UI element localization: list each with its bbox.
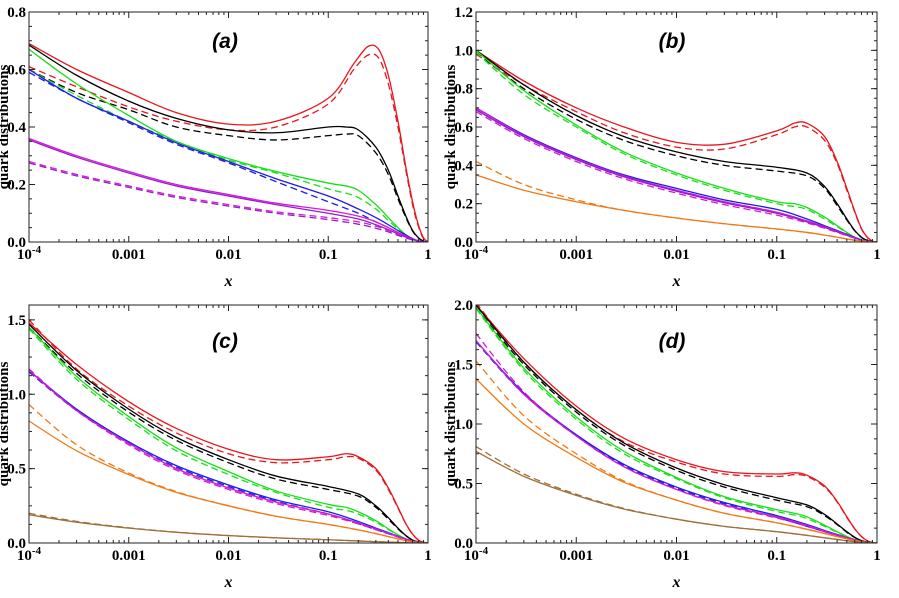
x-tick-label: 0.001 xyxy=(559,247,593,263)
x-tick-label: 1 xyxy=(424,548,432,564)
y-tick-label: 0.2 xyxy=(454,197,473,213)
y-axis-label: quark distributions xyxy=(443,362,459,487)
x-tick-label: 0.1 xyxy=(319,247,338,263)
x-tick-label: 0.01 xyxy=(663,247,689,263)
y-tick-label: 0.5 xyxy=(454,477,473,493)
series-blue-dashed xyxy=(29,71,428,242)
series-red-dashed xyxy=(29,53,428,242)
curves xyxy=(476,49,877,242)
series-green-solid xyxy=(476,49,877,242)
x-tick-label: 10-4 xyxy=(464,244,489,263)
y-axis-label: quark distributions xyxy=(0,65,12,190)
x-tick-label: 10-4 xyxy=(17,244,42,263)
series-green-dashed xyxy=(29,68,428,242)
x-tick-label: 0.1 xyxy=(767,548,786,564)
series-green-solid xyxy=(29,326,428,543)
y-tick-label: 0.6 xyxy=(7,63,26,79)
y-tick-label: 0.4 xyxy=(7,120,26,136)
y-tick-label: 0.0 xyxy=(454,235,473,251)
x-axis-label: x xyxy=(224,574,233,591)
y-tick-label: 0.8 xyxy=(454,82,473,98)
y-axis-label: quark distributions xyxy=(443,65,459,190)
series-magenta-dashed-1 xyxy=(29,160,428,242)
series-black-solid xyxy=(29,323,428,543)
y-tick-label: 1.5 xyxy=(454,358,473,374)
x-tick-label: 10-4 xyxy=(464,545,489,564)
series-green-dashed xyxy=(29,328,428,543)
series-magenta-solid-2 xyxy=(29,139,428,242)
series-red-dashed xyxy=(29,319,428,543)
x-axis-label: x xyxy=(672,273,681,290)
series-orange-solid xyxy=(476,174,877,242)
y-tick-label: 1.0 xyxy=(454,43,473,59)
y-tick-label: 0.5 xyxy=(7,462,26,478)
series-red-solid xyxy=(29,43,428,242)
panel-title: (b) xyxy=(659,30,686,53)
series-blue-dashed xyxy=(476,341,877,543)
curves xyxy=(29,43,428,242)
series-magenta-dashed-2 xyxy=(29,162,428,242)
x-tick-label: 0.1 xyxy=(319,548,338,564)
series-blue-solid xyxy=(29,68,428,242)
y-tick-label: 1.2 xyxy=(454,5,473,21)
x-tick-label: 0.1 xyxy=(767,247,786,263)
series-orange-dashed xyxy=(29,404,428,543)
series-red-solid xyxy=(29,322,428,543)
y-tick-label: 0.2 xyxy=(7,178,26,194)
x-tick-label: 1 xyxy=(873,247,881,263)
x-tick-label: 0.001 xyxy=(559,548,593,564)
y-tick-label: 0.0 xyxy=(7,235,26,251)
panel-d: 10-4 0.001 0.01 0.1 1 0.0 0.5 1.0 1.5 2.0 x quark d… xyxy=(443,298,881,591)
panel-title: (a) xyxy=(212,30,238,53)
x-tick-label: 1 xyxy=(424,247,432,263)
y-tick-label: 1.5 xyxy=(7,313,26,329)
x-axis-label: x xyxy=(672,574,681,591)
curves xyxy=(29,319,428,543)
series-black-dashed xyxy=(476,51,877,242)
series-black-dashed xyxy=(29,68,428,242)
panel-a: 10-4 0.001 0.01 0.1 1 0.0 0.2 0.4 0.6 0.8 x quark d… xyxy=(0,5,432,290)
y-tick-label: 0.0 xyxy=(454,536,473,552)
x-tick-label: 0.01 xyxy=(215,548,241,564)
x-tick-label: 0.001 xyxy=(112,548,146,564)
panel-c: 10-4 0.001 0.01 0.1 1 0.0 0.5 1.0 1.5 x quark dist… xyxy=(0,304,432,591)
y-tick-label: 0.6 xyxy=(454,120,473,136)
series-black-dashed xyxy=(29,326,428,543)
panel-title: (c) xyxy=(212,330,238,353)
y-tick-label: 1.0 xyxy=(454,417,473,433)
y-axis-label: quark distributions xyxy=(0,362,12,487)
y-tick-label: 2.0 xyxy=(454,298,473,314)
panel-title: (d) xyxy=(659,330,686,353)
x-tick-label: 0.001 xyxy=(112,247,146,263)
series-red-dashed xyxy=(476,53,877,242)
curves xyxy=(476,305,877,543)
x-axis-label: x xyxy=(224,273,233,290)
x-tick-label: 10-4 xyxy=(17,545,42,564)
y-tick-label: 0.8 xyxy=(7,5,26,21)
panel-b: 10-4 0.001 0.01 0.1 1 0.0 0.2 0.4 0.6 0.8 1.0 1.2 x q… xyxy=(443,5,881,290)
y-tick-label: 0.0 xyxy=(7,536,26,552)
x-tick-label: 0.01 xyxy=(215,247,241,263)
x-tick-label: 1 xyxy=(873,548,881,564)
x-tick-label: 0.01 xyxy=(663,548,689,564)
y-tick-label: 1.0 xyxy=(7,387,26,403)
series-brown-dashed xyxy=(476,446,877,543)
y-tick-label: 0.4 xyxy=(454,158,473,174)
series-orange-dashed xyxy=(476,360,877,543)
series-orange-dashed xyxy=(476,160,877,242)
